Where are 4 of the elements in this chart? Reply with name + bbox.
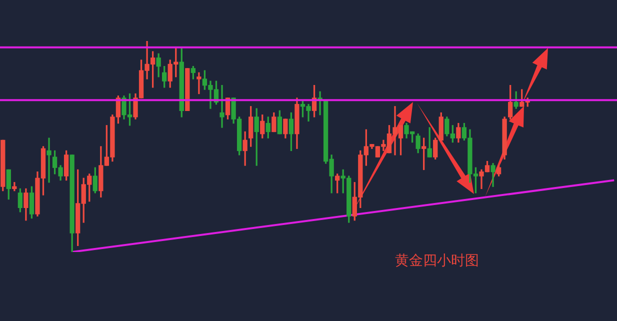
- candlestick: [46, 138, 52, 183]
- candlestick: [196, 72, 202, 94]
- candlestick: [220, 84, 224, 128]
- text: 黄金四小时图: [395, 252, 479, 270]
